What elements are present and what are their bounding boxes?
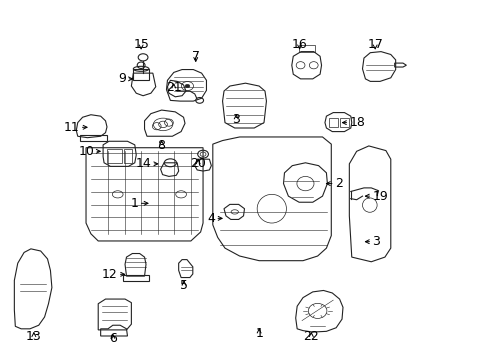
Text: 19: 19 xyxy=(371,190,387,203)
Text: 15: 15 xyxy=(133,38,149,51)
Bar xyxy=(133,69,149,80)
Text: 7: 7 xyxy=(191,50,199,63)
Text: 14: 14 xyxy=(136,157,152,170)
Text: 13: 13 xyxy=(26,330,41,343)
Text: 8: 8 xyxy=(157,139,165,152)
Text: 21: 21 xyxy=(165,81,182,94)
Text: 2: 2 xyxy=(334,177,342,190)
Bar xyxy=(123,149,132,163)
Text: 10: 10 xyxy=(78,145,94,158)
Text: 20: 20 xyxy=(190,157,206,170)
Text: 16: 16 xyxy=(291,38,307,51)
Bar xyxy=(299,45,315,52)
Text: 3: 3 xyxy=(232,113,240,126)
Text: 12: 12 xyxy=(102,268,118,281)
Text: 22: 22 xyxy=(303,330,319,343)
Text: 3: 3 xyxy=(371,235,379,248)
Text: 17: 17 xyxy=(366,38,382,51)
Text: 4: 4 xyxy=(207,212,215,225)
Text: 6: 6 xyxy=(109,332,117,345)
Bar xyxy=(107,149,122,163)
Text: 5: 5 xyxy=(180,279,188,292)
Text: 9: 9 xyxy=(119,72,126,85)
Bar xyxy=(328,118,337,127)
Text: 1: 1 xyxy=(131,197,139,210)
Text: 1: 1 xyxy=(255,327,263,339)
Bar xyxy=(339,118,348,127)
Ellipse shape xyxy=(184,84,189,88)
Text: 11: 11 xyxy=(64,121,80,134)
Text: 18: 18 xyxy=(348,116,365,129)
